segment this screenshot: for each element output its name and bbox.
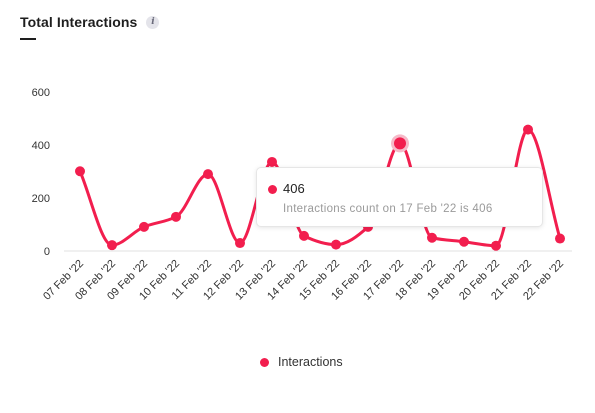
y-tick-label: 0	[44, 246, 50, 258]
y-tick-label: 600	[32, 87, 50, 99]
data-point[interactable]	[427, 232, 437, 243]
data-point[interactable]	[523, 124, 533, 135]
legend[interactable]: Interactions	[260, 355, 343, 369]
tooltip-value: 406	[283, 181, 305, 196]
title-underline	[20, 38, 36, 40]
data-point[interactable]	[171, 211, 181, 222]
tooltip-description: Interactions count on 17 Feb '22 is 406	[283, 203, 493, 215]
data-point[interactable]	[394, 137, 406, 150]
y-tick-label: 200	[32, 193, 50, 205]
data-point[interactable]	[555, 233, 565, 244]
data-point[interactable]	[235, 238, 245, 249]
legend-dot	[260, 357, 269, 367]
chart-title: Total Interactions	[20, 14, 138, 30]
data-point[interactable]	[299, 230, 309, 241]
tooltip-series-dot	[268, 185, 277, 194]
data-point[interactable]	[331, 239, 341, 250]
data-point[interactable]	[107, 240, 117, 251]
data-point[interactable]	[203, 169, 213, 180]
tooltip: 406 Interactions count on 17 Feb '22 is …	[256, 167, 543, 227]
data-point[interactable]	[267, 156, 277, 167]
data-point[interactable]	[139, 221, 149, 232]
info-icon[interactable]: i	[146, 15, 160, 29]
legend-label: Interactions	[278, 355, 343, 369]
y-axis-ticks: 0 200 400 600	[32, 87, 50, 258]
data-point[interactable]	[459, 236, 469, 247]
y-tick-label: 400	[32, 140, 50, 152]
data-point[interactable]	[491, 240, 501, 251]
data-point[interactable]	[75, 166, 85, 177]
chart-header: Total Interactions i	[20, 14, 160, 30]
